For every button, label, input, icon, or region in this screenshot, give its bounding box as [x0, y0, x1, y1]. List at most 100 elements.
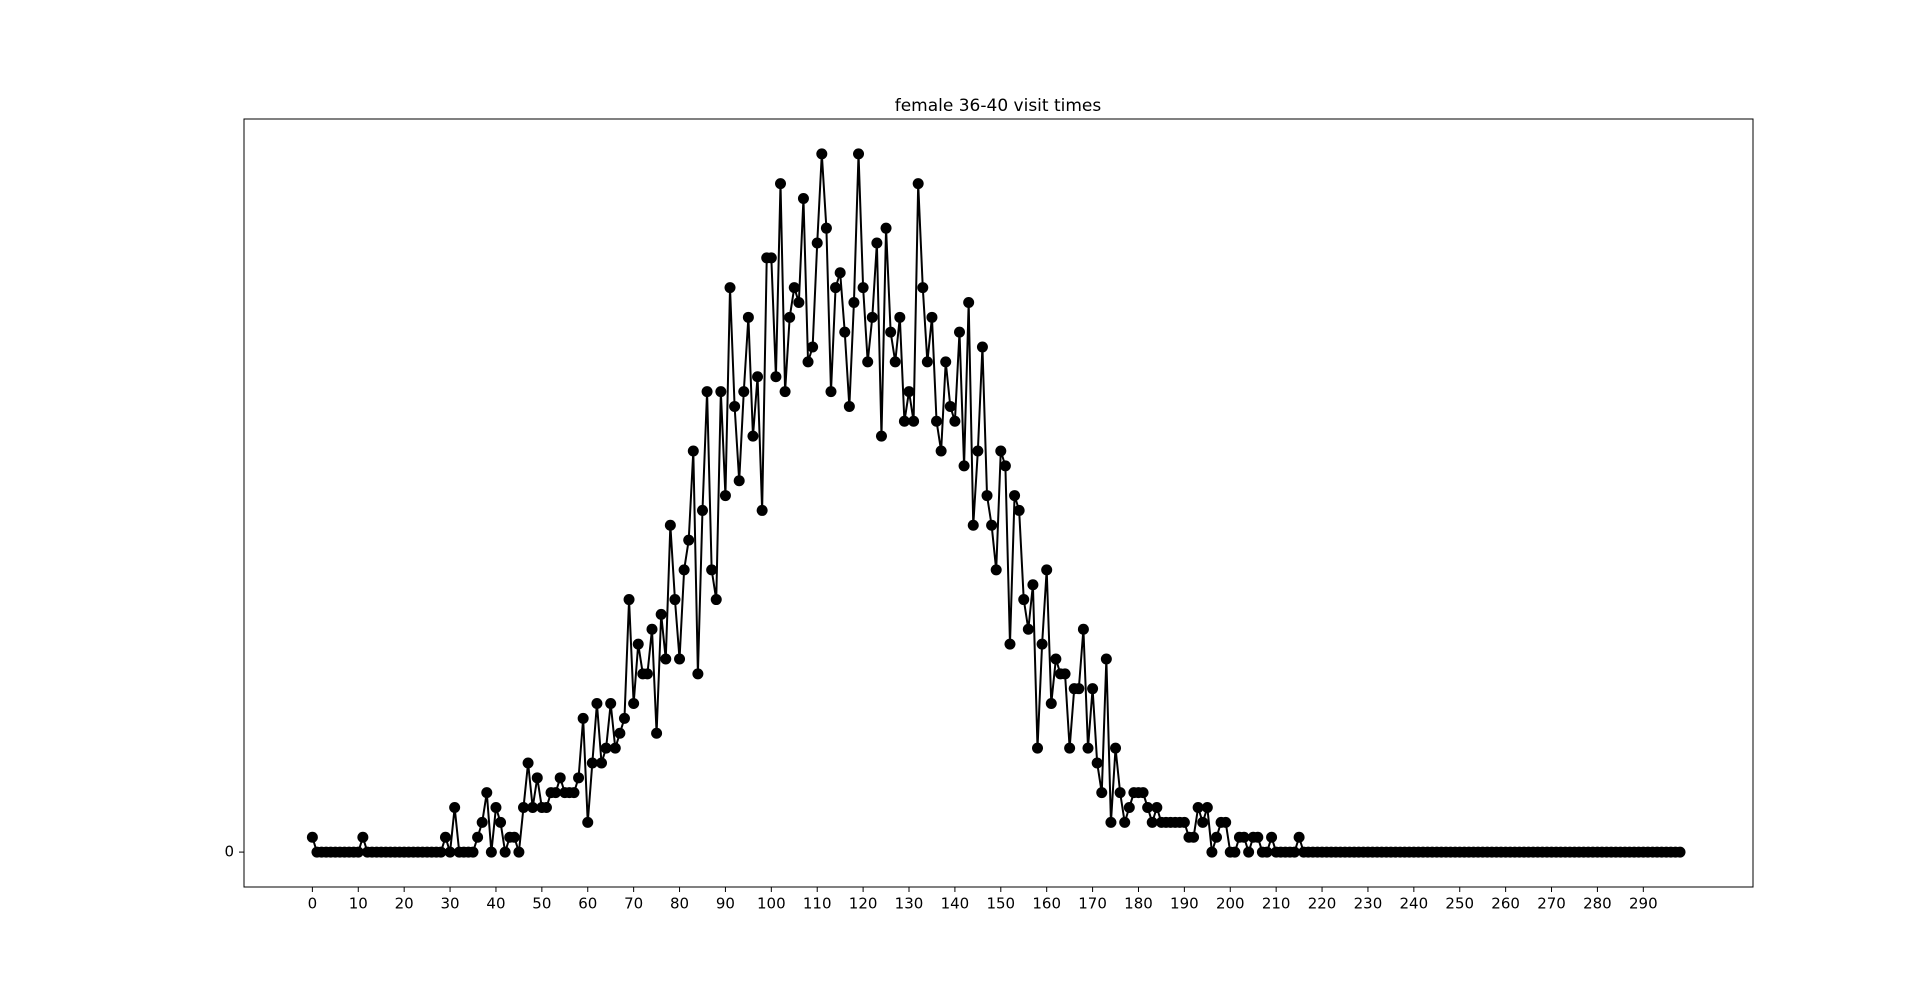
data-point — [527, 802, 539, 814]
data-point — [1142, 802, 1154, 814]
data-point — [623, 594, 635, 606]
data-point — [830, 282, 842, 294]
data-point — [1266, 831, 1278, 843]
data-point — [573, 772, 585, 784]
data-point — [1243, 846, 1255, 858]
data-point — [710, 594, 722, 606]
data-point — [1096, 787, 1108, 799]
x-tick-label: 120 — [849, 895, 878, 913]
data-point — [1018, 594, 1030, 606]
data-point — [439, 831, 451, 843]
data-point — [724, 282, 736, 294]
data-point — [1077, 623, 1089, 635]
x-tick-label: 280 — [1583, 895, 1612, 913]
data-point — [990, 564, 1002, 576]
data-point — [467, 846, 479, 858]
data-point — [485, 846, 497, 858]
x-tick-label: 240 — [1400, 895, 1429, 913]
data-point — [582, 816, 594, 828]
data-point — [811, 237, 823, 249]
data-point — [825, 386, 837, 398]
x-tick-label: 0 — [308, 895, 318, 913]
x-tick-label: 80 — [670, 895, 689, 913]
y-tick-label: 0 — [224, 843, 234, 861]
data-point — [953, 326, 965, 338]
data-point — [733, 475, 745, 487]
data-point — [678, 564, 690, 576]
data-line — [311, 153, 1681, 856]
data-point — [1091, 757, 1103, 769]
data-point — [568, 787, 580, 799]
data-point — [779, 386, 791, 398]
data-point — [517, 802, 529, 814]
data-point — [600, 742, 612, 754]
data-point — [1050, 653, 1062, 665]
data-point — [692, 668, 704, 680]
data-point — [843, 400, 855, 412]
data-point — [719, 490, 731, 502]
data-point — [802, 356, 814, 368]
data-point — [495, 816, 507, 828]
data-point — [1036, 638, 1048, 650]
data-point — [508, 831, 520, 843]
data-point — [609, 742, 621, 754]
data-point — [1137, 787, 1149, 799]
data-point — [1105, 816, 1117, 828]
data-point — [706, 564, 718, 576]
data-point — [641, 668, 653, 680]
data-point — [550, 787, 562, 799]
x-tick-label: 140 — [941, 895, 970, 913]
data-point — [885, 326, 897, 338]
data-point — [871, 237, 883, 249]
data-point — [1119, 816, 1131, 828]
data-point — [522, 757, 534, 769]
data-point — [1082, 742, 1094, 754]
data-point — [669, 594, 681, 606]
data-point — [472, 831, 484, 843]
x-tick-label: 220 — [1308, 895, 1337, 913]
data-point — [660, 653, 672, 665]
data-point — [1013, 504, 1025, 516]
data-point — [729, 400, 741, 412]
data-point — [531, 772, 543, 784]
data-point — [1027, 579, 1039, 591]
data-point — [1192, 802, 1204, 814]
data-point — [1073, 683, 1085, 695]
chart-title: female 36-40 visit times — [895, 96, 1102, 116]
data-point — [1188, 831, 1200, 843]
data-point — [857, 282, 869, 294]
data-point — [1146, 816, 1158, 828]
data-point — [1151, 802, 1163, 814]
data-point — [986, 519, 998, 531]
data-point — [577, 712, 589, 724]
plot-frame — [243, 118, 1754, 888]
data-point — [738, 386, 750, 398]
data-point — [862, 356, 874, 368]
x-tick-label: 130 — [895, 895, 924, 913]
data-point — [1289, 846, 1301, 858]
data-point — [1059, 668, 1071, 680]
data-point — [683, 534, 695, 546]
data-point — [908, 415, 920, 427]
data-point — [853, 148, 865, 160]
data-point — [747, 430, 759, 442]
data-point — [1032, 742, 1044, 754]
data-point — [352, 846, 364, 858]
data-point — [591, 698, 603, 710]
data-point — [554, 772, 566, 784]
data-point — [912, 178, 924, 190]
x-tick-label: 170 — [1078, 895, 1107, 913]
data-point — [449, 802, 461, 814]
x-tick-label: 230 — [1354, 895, 1383, 913]
data-point — [807, 341, 819, 353]
data-point — [917, 282, 929, 294]
data-point — [513, 846, 525, 858]
x-tick-label: 270 — [1537, 895, 1566, 913]
x-tick-label: 100 — [757, 895, 786, 913]
data-point — [1229, 846, 1241, 858]
data-point — [820, 222, 832, 234]
data-point — [1238, 831, 1250, 843]
data-point — [1197, 816, 1209, 828]
